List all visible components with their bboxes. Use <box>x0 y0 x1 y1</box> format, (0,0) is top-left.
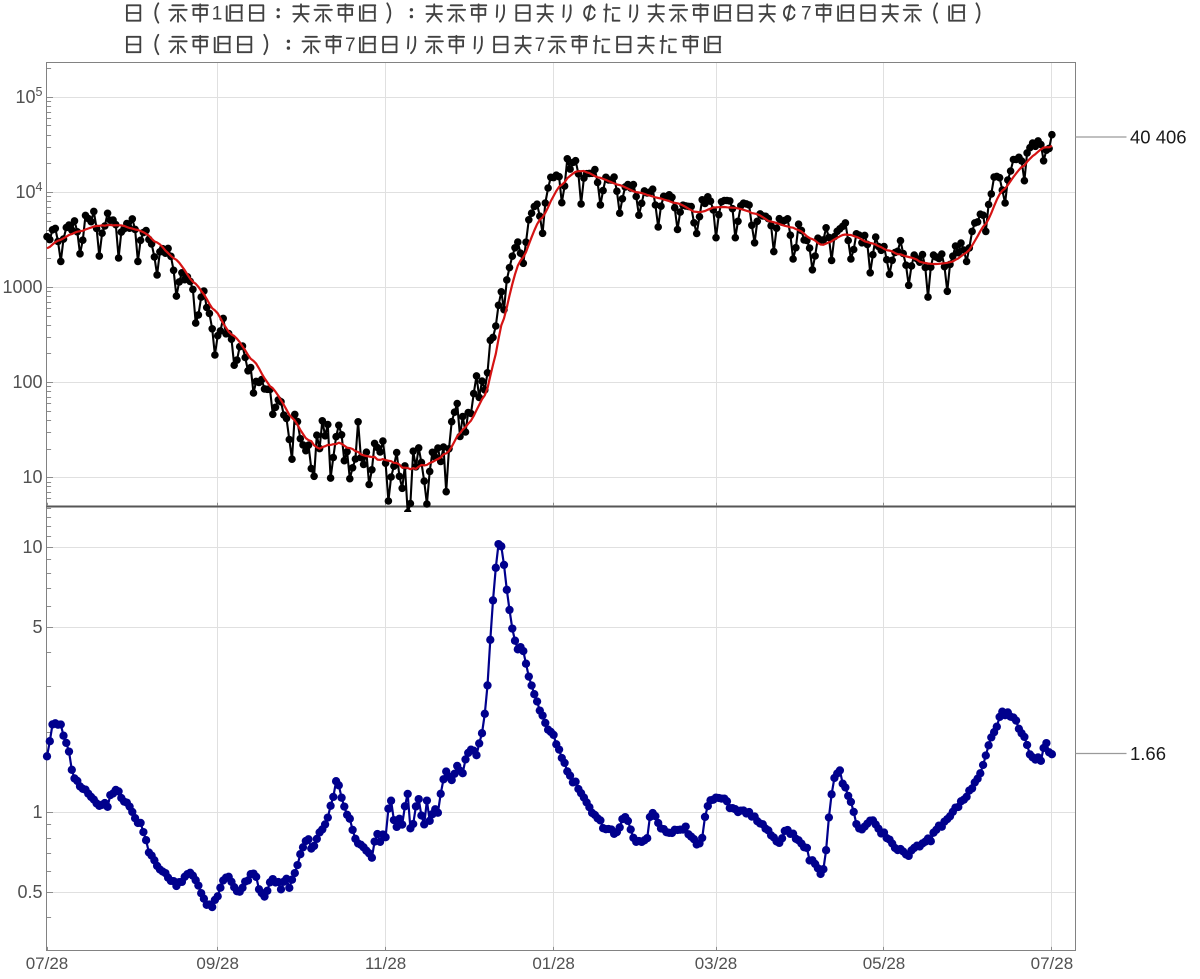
svg-text:7: 7 <box>801 4 812 25</box>
svg-text:1000: 1000 <box>2 277 42 297</box>
svg-text:5: 5 <box>32 617 42 637</box>
svg-text:7: 7 <box>345 35 356 56</box>
svg-text:11/28: 11/28 <box>365 954 406 973</box>
svg-text:10: 10 <box>22 537 42 557</box>
svg-text:1: 1 <box>212 4 223 25</box>
svg-text:03/28: 03/28 <box>695 954 738 973</box>
svg-text:07/28: 07/28 <box>1031 954 1074 973</box>
svg-text:1: 1 <box>32 802 42 822</box>
svg-text:40 406: 40 406 <box>1130 127 1187 148</box>
svg-text:01/28: 01/28 <box>532 954 575 973</box>
svg-text:07/28: 07/28 <box>26 954 69 973</box>
svg-text:1.66: 1.66 <box>1130 743 1166 764</box>
svg-text:10: 10 <box>22 467 42 487</box>
svg-text:09/28: 09/28 <box>196 954 239 973</box>
svg-text:7: 7 <box>535 35 546 56</box>
svg-text:0.5: 0.5 <box>17 882 42 902</box>
svg-text:100: 100 <box>12 372 42 392</box>
svg-text:05/28: 05/28 <box>863 954 906 973</box>
